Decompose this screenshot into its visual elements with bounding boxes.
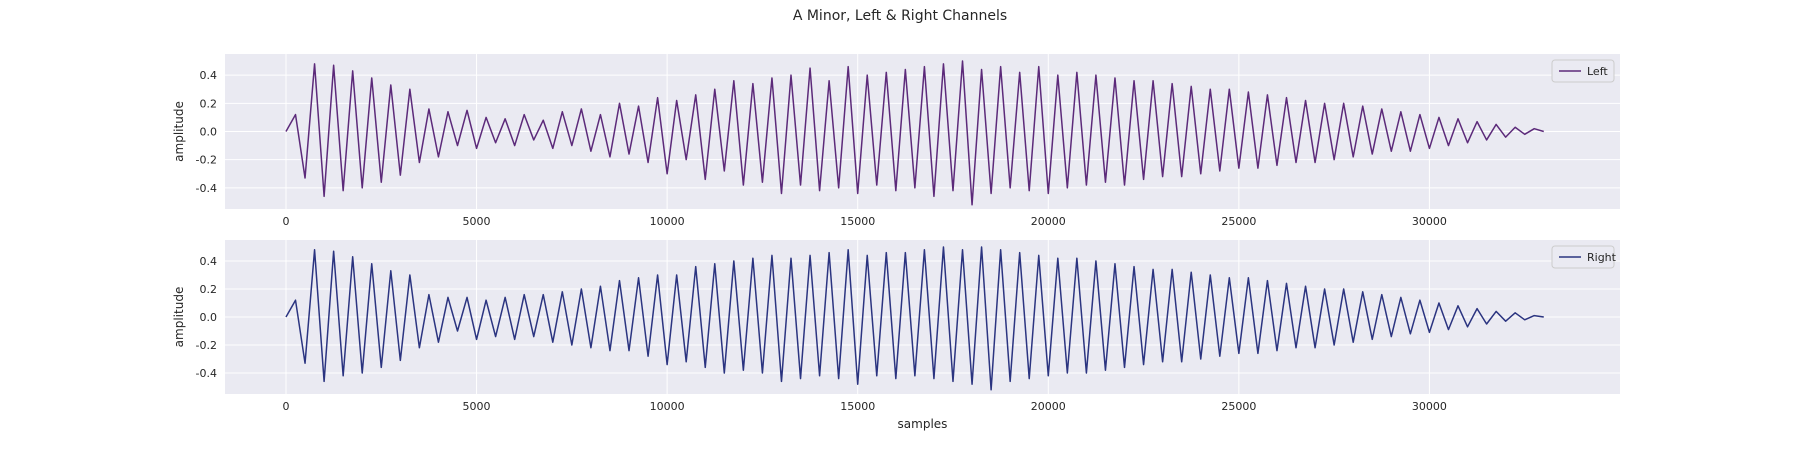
x-tick-label: 15000: [840, 215, 875, 228]
figure-title: A Minor, Left & Right Channels: [793, 8, 1007, 24]
x-tick-label: 0: [282, 400, 289, 413]
legend-box: [1551, 59, 1615, 83]
x-tick-label: 5000: [463, 215, 491, 228]
y-axis-label: amplitude: [172, 287, 186, 348]
x-tick-label: 25000: [1221, 400, 1256, 413]
y-axis-label: amplitude: [172, 101, 186, 162]
series-line-right: [285, 246, 1544, 391]
y-tick-label: 0.0: [200, 311, 218, 324]
x-tick-label: 30000: [1412, 215, 1447, 228]
x-tick-label: 5000: [463, 400, 491, 413]
x-tick-label: 30000: [1412, 400, 1447, 413]
legend: Right: [1551, 245, 1617, 269]
series-line-left: [285, 60, 1544, 206]
legend-box: [1551, 245, 1615, 269]
legend-label: Right: [1587, 251, 1617, 264]
y-tick-label: -0.4: [196, 367, 217, 380]
x-tick-label: 20000: [1031, 400, 1066, 413]
x-tick-label: 10000: [650, 215, 685, 228]
x-tick-label: 0: [282, 215, 289, 228]
x-tick-label: 10000: [650, 400, 685, 413]
x-tick-label: 25000: [1221, 215, 1256, 228]
right-channel-plot: 0 5000 10000 15000 20000 25000 30000 -0.4 -0.2 0.…: [172, 240, 1620, 431]
legend: Left: [1551, 59, 1615, 83]
y-tick-label: 0.4: [200, 255, 218, 268]
y-tick-label: 0.4: [200, 69, 218, 82]
x-tick-label: 15000: [840, 400, 875, 413]
y-tick-label: 0.0: [200, 126, 218, 139]
y-tick-label: -0.2: [196, 154, 217, 167]
y-tick-label: 0.2: [200, 283, 218, 296]
x-tick-label: 20000: [1031, 215, 1066, 228]
x-axis-label: samples: [898, 417, 948, 431]
y-tick-label: 0.2: [200, 97, 218, 110]
left-channel-plot: 0 5000 10000 15000 20000 25000 30000 -0.4 -0.2 0.…: [172, 54, 1620, 228]
legend-label: Left: [1587, 65, 1608, 78]
y-tick-label: -0.4: [196, 182, 217, 195]
y-tick-label: -0.2: [196, 339, 217, 352]
